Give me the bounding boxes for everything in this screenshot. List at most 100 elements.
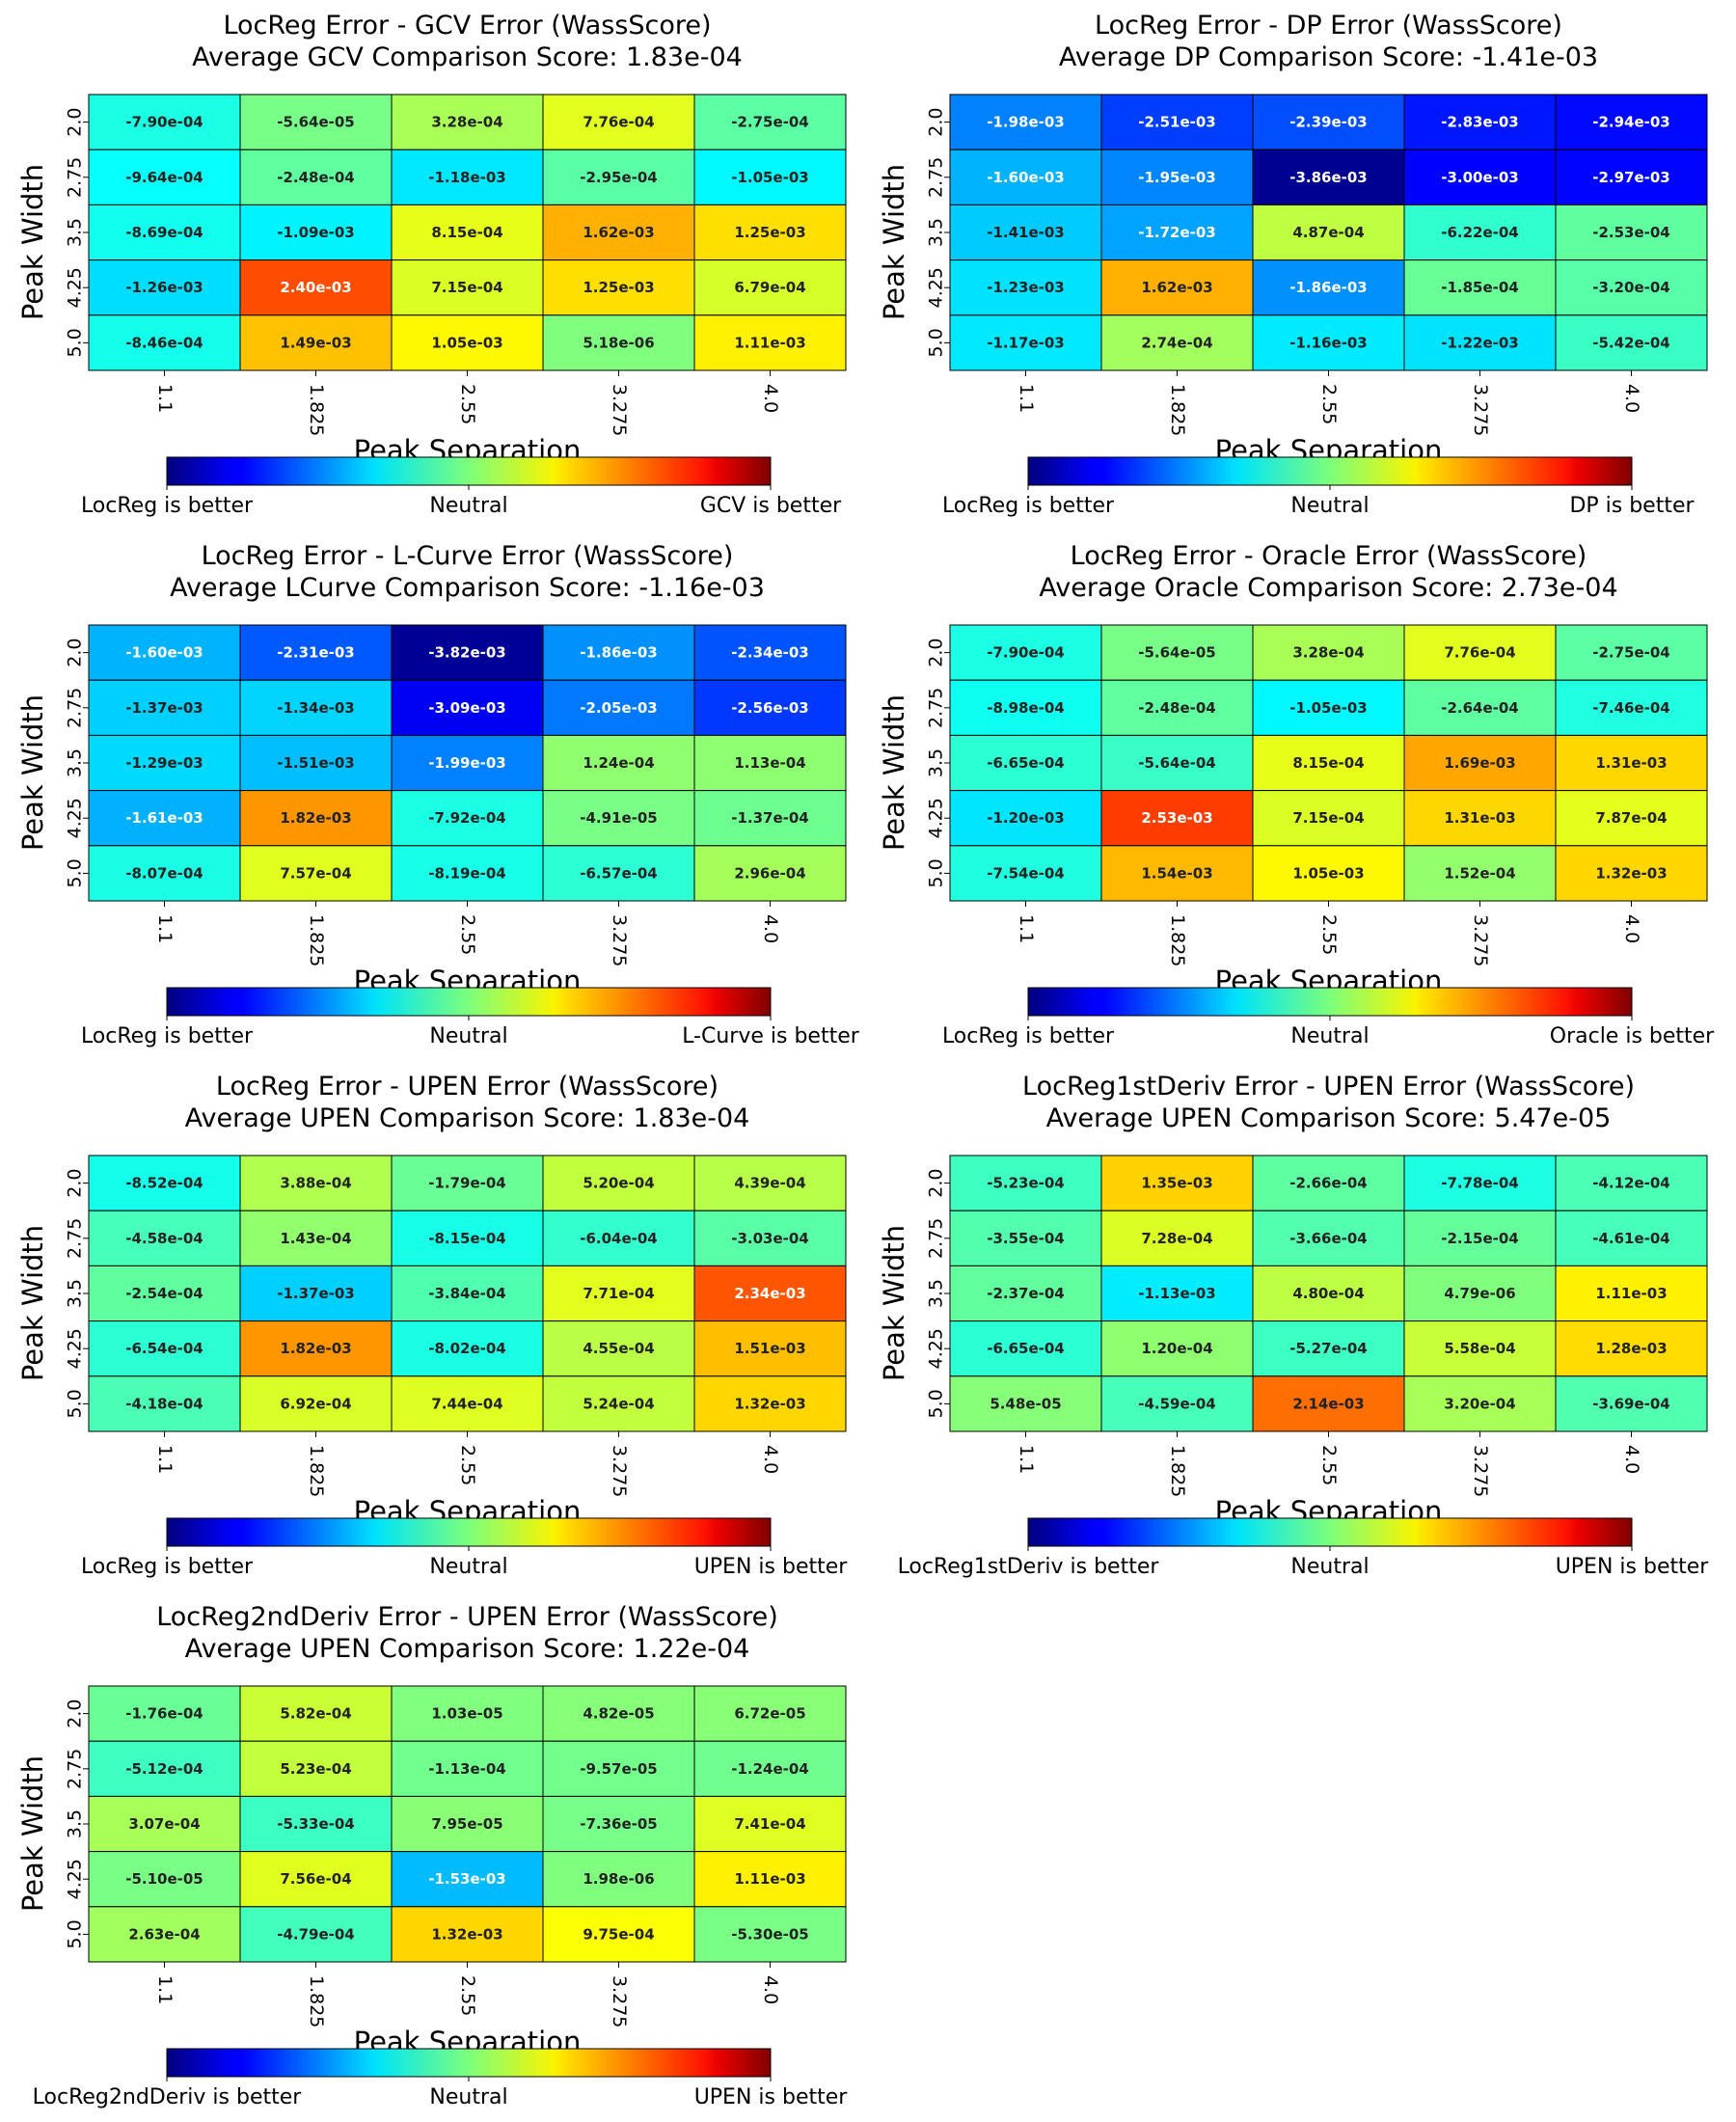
cell-value-label: -1.60e-03 xyxy=(125,644,203,662)
heatmap-cell xyxy=(693,259,847,316)
heatmap-cell xyxy=(1403,204,1557,261)
heatmap-cell xyxy=(693,1320,847,1377)
heatmap-cell xyxy=(1403,1155,1557,1211)
cell-value-label: -6.04e-04 xyxy=(580,1230,658,1247)
cell-value-label: 4.80e-04 xyxy=(1292,1285,1364,1302)
cell-value-label: -2.15e-04 xyxy=(1441,1230,1519,1247)
x-tick-label: 1.825 xyxy=(1167,914,1188,966)
y-axis-label: Peak Width xyxy=(878,164,910,320)
y-tick-label: 5.0 xyxy=(65,1389,86,1418)
y-tick-label: 3.5 xyxy=(926,1279,947,1308)
y-tick-label: 5.0 xyxy=(65,858,86,887)
x-tick-label: 3.275 xyxy=(609,1445,630,1497)
cell-value-label: -1.61e-03 xyxy=(125,809,203,827)
heatmap-cell xyxy=(239,624,393,681)
cell-value-label: 2.74e-04 xyxy=(1141,334,1212,351)
cell-value-label: 2.53e-03 xyxy=(1141,809,1212,827)
cell-value-label: -5.10e-05 xyxy=(125,1870,203,1888)
x-tick-label: 2.55 xyxy=(1318,384,1340,424)
cell-value-label: -2.37e-04 xyxy=(987,1285,1065,1302)
cell-value-label: 8.15e-04 xyxy=(431,224,502,241)
cell-value-label: -2.31e-03 xyxy=(277,644,355,662)
x-tick-label: 3.275 xyxy=(1470,384,1491,436)
cell-value-label: -3.09e-03 xyxy=(428,699,506,717)
colorbar-right-label: UPEN is better xyxy=(694,1555,849,1579)
y-tick-label: 2.0 xyxy=(65,638,86,667)
cell-value-label: 1.25e-03 xyxy=(734,224,805,241)
cell-value-label: -1.86e-03 xyxy=(580,644,658,662)
heatmap-cell xyxy=(542,1210,695,1266)
y-tick-label: 4.25 xyxy=(65,267,86,308)
y-tick-label: 4.25 xyxy=(926,1328,947,1369)
y-axis-label: Peak Width xyxy=(16,1225,49,1381)
cell-value-label: 3.88e-04 xyxy=(280,1175,351,1192)
cell-value-label: -4.59e-04 xyxy=(1138,1395,1216,1412)
y-tick-label: 5.0 xyxy=(926,1389,947,1418)
heatmap-cell xyxy=(949,1320,1102,1377)
heatmap-cell xyxy=(1555,624,1708,681)
cell-value-label: -1.37e-03 xyxy=(125,699,203,717)
heatmap-cell xyxy=(1252,1265,1405,1322)
colorbar-center-label: Neutral xyxy=(429,2085,507,2109)
heatmap-cell xyxy=(1100,679,1254,736)
cell-value-label: -6.22e-04 xyxy=(1441,224,1519,241)
cell-value-label: 7.15e-04 xyxy=(1292,809,1364,827)
x-tick-label: 1.825 xyxy=(1167,384,1188,436)
x-tick-label: 1.825 xyxy=(306,1445,327,1497)
cell-value-label: -5.30e-05 xyxy=(731,1925,809,1943)
heatmap-cell xyxy=(1403,624,1557,681)
cell-value-label: 5.23e-04 xyxy=(280,1760,351,1778)
cell-value-label: -1.76e-04 xyxy=(125,1705,203,1723)
heatmap-cell xyxy=(1403,679,1557,736)
heatmap-cell xyxy=(949,1375,1102,1432)
heatmap-cell xyxy=(1100,314,1254,371)
cell-value-label: 4.39e-04 xyxy=(734,1175,805,1192)
heatmap-cell xyxy=(693,1210,847,1266)
cell-value-label: 1.32e-03 xyxy=(1595,864,1667,882)
heatmap-panel-6: LocReg1stDeriv Error - UPEN Error (WassS… xyxy=(878,1072,1709,1579)
heatmap-cell xyxy=(949,94,1102,150)
cell-value-label: -2.97e-03 xyxy=(1592,169,1670,186)
heatmap-cell xyxy=(239,1906,393,1963)
heatmap-cell xyxy=(391,1265,544,1322)
chart-subtitle: Average LCurve Comparison Score: -1.16e-… xyxy=(170,573,765,603)
heatmap-cell xyxy=(542,1375,695,1432)
heatmap-cell xyxy=(1403,1375,1557,1432)
heatmap-cell xyxy=(239,1851,393,1908)
heatmap-cell xyxy=(1252,314,1405,371)
cell-value-label: 7.44e-04 xyxy=(431,1395,502,1412)
cell-value-label: 7.41e-04 xyxy=(734,1815,805,1833)
cell-value-label: -3.03e-04 xyxy=(731,1230,809,1247)
colorbar xyxy=(166,456,772,486)
heatmap-cell xyxy=(1555,1320,1708,1377)
y-tick-label: 4.25 xyxy=(926,267,947,308)
cell-value-label: -4.79e-04 xyxy=(277,1925,355,1943)
heatmap-panel-2: LocReg Error - DP Error (WassScore)Avera… xyxy=(878,11,1708,518)
cell-value-label: 6.92e-04 xyxy=(280,1395,351,1412)
y-tick-label: 2.75 xyxy=(926,1218,947,1259)
cell-value-label: 3.20e-04 xyxy=(1444,1395,1515,1412)
heatmap-cell xyxy=(949,845,1102,902)
cell-value-label: 1.62e-03 xyxy=(583,224,654,241)
chart-title: LocReg Error - L-Curve Error (WassScore) xyxy=(202,541,734,571)
heatmap-cell xyxy=(391,1740,544,1797)
cell-value-label: 1.51e-03 xyxy=(734,1340,805,1357)
heatmap-cell xyxy=(1100,624,1254,681)
cell-value-label: -1.53e-03 xyxy=(428,1870,506,1888)
heatmap-cell xyxy=(1252,1210,1405,1266)
cell-value-label: -2.64e-04 xyxy=(1441,699,1519,717)
cell-value-label: -1.09e-03 xyxy=(277,224,355,241)
cell-value-label: -1.05e-03 xyxy=(731,169,809,186)
cell-value-label: -1.72e-03 xyxy=(1138,224,1216,241)
y-tick-label: 3.5 xyxy=(926,218,947,247)
heatmap-cell xyxy=(1100,734,1254,792)
y-tick-label: 3.5 xyxy=(926,748,947,777)
heatmap-cell xyxy=(1555,259,1708,316)
cell-value-label: -2.48e-04 xyxy=(1138,699,1216,717)
cell-value-label: 7.87e-04 xyxy=(1595,809,1667,827)
cell-value-label: 7.71e-04 xyxy=(583,1285,654,1302)
y-tick-label: 2.0 xyxy=(65,107,86,136)
cell-value-label: 3.28e-04 xyxy=(431,114,502,131)
heatmap-cell xyxy=(88,790,241,847)
heatmap-cell xyxy=(391,790,544,847)
